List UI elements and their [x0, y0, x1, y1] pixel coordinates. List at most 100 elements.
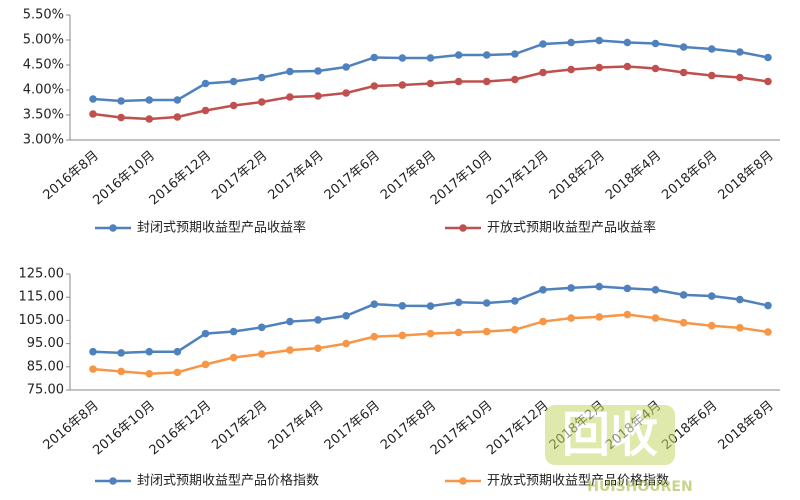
point: [454, 298, 463, 307]
x-tick-label: 2017年4月: [266, 398, 327, 453]
point: [173, 368, 182, 377]
point: [342, 311, 350, 320]
point: [173, 347, 182, 356]
point: [482, 327, 491, 336]
x-tick-label: 2017年12月: [484, 148, 552, 208]
point: [426, 329, 435, 338]
legend-label: 开放式预期收益型产品收益率: [487, 220, 656, 236]
point: [482, 77, 491, 86]
y-tick-label: 4.50%: [23, 58, 64, 73]
point: [623, 38, 632, 47]
point: [370, 53, 379, 62]
point: [511, 297, 519, 305]
point: [623, 62, 632, 71]
watermark-box: [545, 405, 675, 465]
point: [511, 325, 519, 334]
point: [539, 317, 547, 326]
point: [398, 54, 407, 62]
point: [398, 301, 407, 310]
point: [595, 36, 604, 45]
y-tick-label: 85.00: [27, 359, 64, 374]
point: [117, 97, 125, 105]
point: [623, 310, 632, 319]
point: [426, 79, 435, 88]
point: [511, 50, 519, 58]
point: [89, 95, 97, 103]
y-tick-label: 75.00: [27, 383, 64, 398]
series-line: [92, 313, 769, 376]
watermark-text: 回收: [562, 407, 658, 463]
point: [145, 347, 154, 356]
point: [314, 92, 322, 100]
point: [482, 299, 491, 307]
point: [173, 96, 182, 104]
point: [764, 53, 772, 62]
point: [286, 93, 294, 101]
x-tick-label: 2017年4月: [266, 148, 327, 203]
point: [736, 324, 744, 332]
point: [567, 314, 575, 322]
y-tick-label: 105.00: [19, 313, 65, 328]
point: [342, 339, 350, 348]
legend-marker: [109, 224, 117, 232]
point: [679, 68, 688, 77]
x-tick-label: 2018年6月: [659, 148, 720, 203]
legend-marker: [459, 224, 467, 232]
y-tick-label: 5.00%: [23, 33, 64, 48]
point: [679, 318, 688, 327]
point: [257, 350, 266, 358]
point: [736, 48, 744, 56]
point: [454, 51, 463, 59]
x-tick-label: 2017年2月: [209, 148, 270, 203]
point: [145, 369, 154, 378]
x-tick-label: 2018年8月: [716, 398, 777, 453]
y-tick-label: 95.00: [27, 336, 64, 351]
point: [595, 282, 604, 291]
legend-label: 封闭式预期收益型产品价格指数: [137, 473, 319, 489]
x-tick-label: 2017年2月: [209, 398, 270, 453]
point: [370, 82, 379, 90]
y-tick-label: 115.00: [19, 290, 65, 305]
point: [764, 301, 772, 310]
point: [286, 67, 294, 76]
point: [482, 51, 491, 59]
point: [651, 285, 660, 294]
point: [707, 71, 716, 80]
point: [257, 323, 266, 332]
point: [89, 365, 97, 373]
y-tick-label: 3.50%: [23, 108, 64, 123]
point: [370, 300, 379, 308]
point: [567, 38, 575, 47]
point: [173, 113, 182, 121]
point: [370, 332, 379, 341]
point: [651, 39, 660, 48]
point: [539, 68, 547, 77]
legend-label: 封闭式预期收益型产品收益率: [137, 220, 306, 236]
point: [286, 346, 294, 354]
point: [454, 77, 463, 86]
legend-marker: [109, 477, 117, 485]
point: [764, 77, 772, 86]
x-tick-label: 2017年12月: [484, 398, 552, 458]
point: [314, 67, 322, 75]
point: [286, 317, 294, 326]
point: [314, 316, 322, 324]
point: [257, 73, 266, 82]
point: [145, 96, 154, 104]
y-tick-label: 3.00%: [23, 133, 64, 148]
point: [201, 329, 210, 338]
point: [567, 65, 575, 74]
point: [201, 79, 210, 88]
point: [201, 106, 210, 115]
series-line: [92, 65, 769, 121]
point: [229, 327, 238, 336]
y-tick-label: 125.00: [19, 267, 65, 282]
point: [595, 63, 604, 72]
point: [257, 98, 266, 106]
point: [736, 73, 744, 82]
x-tick-label: 2017年6月: [322, 148, 383, 203]
legend-label: 开放式预期收益型产品价格指数: [487, 473, 669, 489]
y-tick-label: 4.00%: [23, 83, 64, 98]
x-tick-label: 2016年12月: [147, 398, 215, 458]
